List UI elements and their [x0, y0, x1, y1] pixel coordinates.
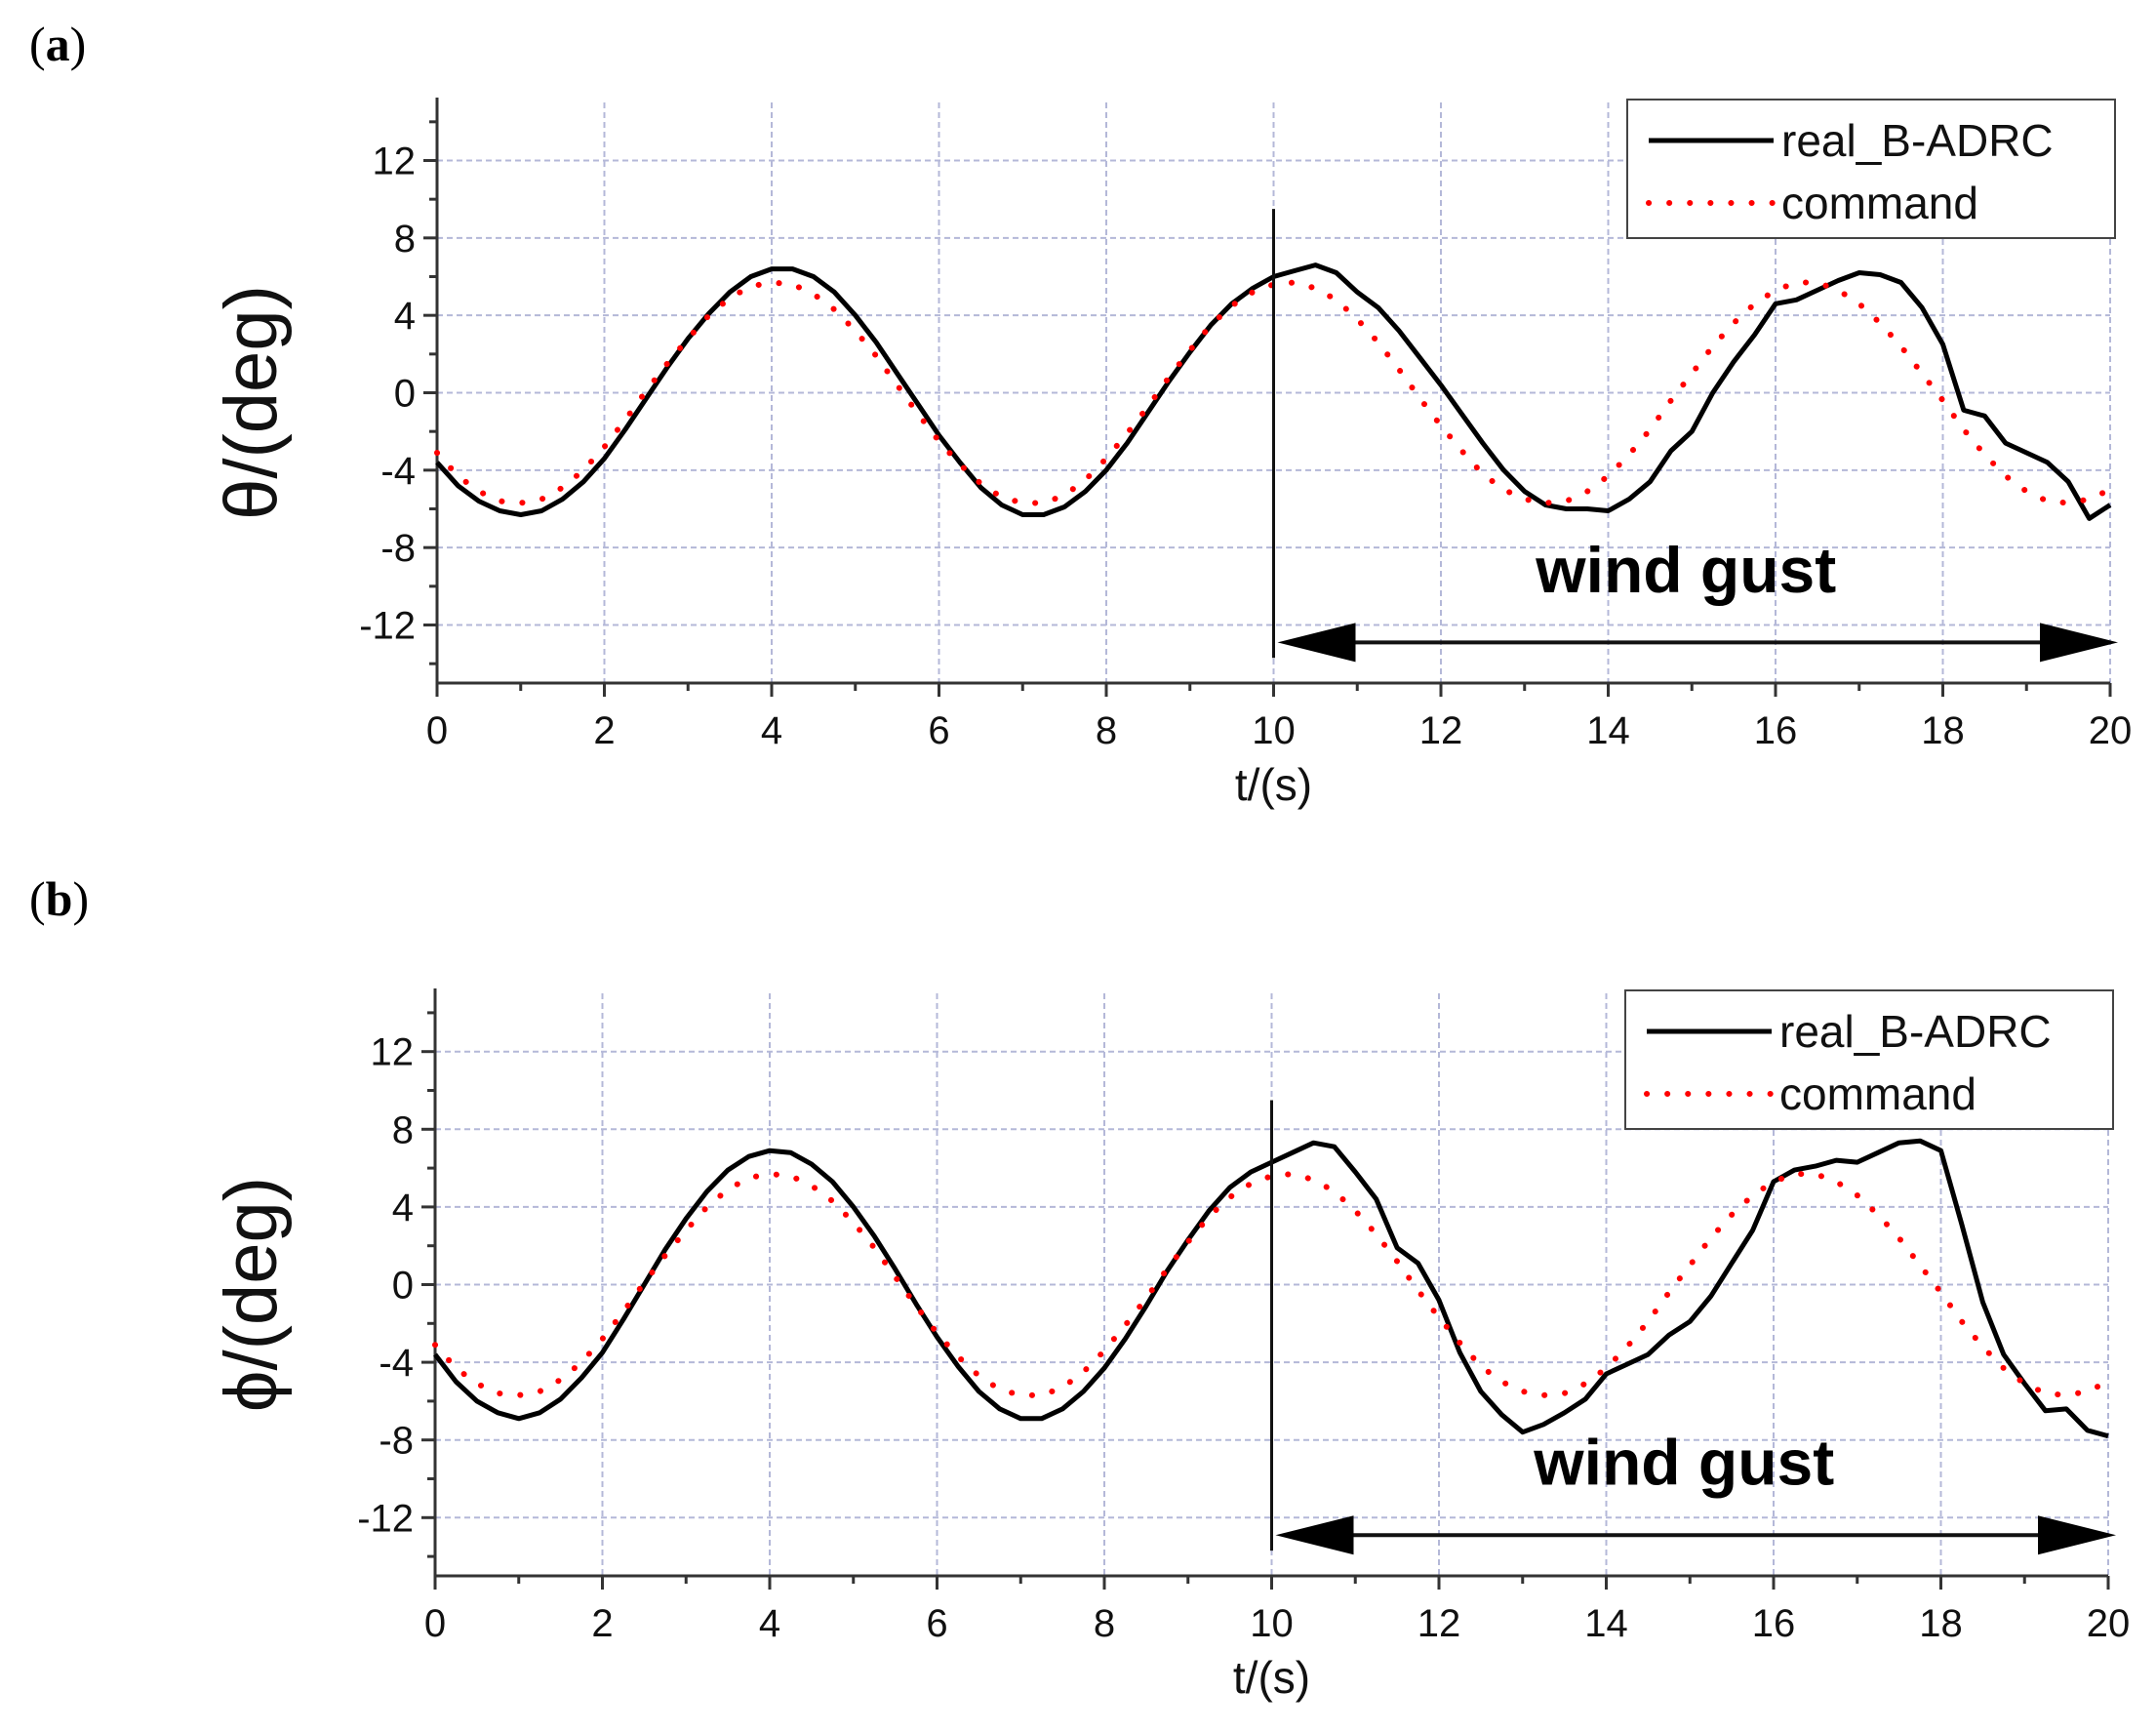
y-tick-label: 12 [373, 141, 417, 183]
y-axis-title: ϕ/(deg) [210, 1177, 293, 1412]
y-tick-label: 0 [392, 1265, 414, 1308]
wind-gust-label: wind gust [1535, 534, 1836, 606]
gust-arrow-right-head [2040, 623, 2118, 663]
x-tick-label: 0 [426, 709, 448, 752]
x-tick-label: 2 [593, 709, 615, 752]
x-axis-title: t/(s) [1233, 1652, 1310, 1703]
x-tick-label: 6 [928, 709, 949, 752]
y-tick-label: 4 [392, 1187, 414, 1229]
y-tick-label: -8 [380, 527, 416, 570]
y-tick-label: -4 [379, 1342, 414, 1385]
y-tick-label: 4 [394, 295, 416, 338]
x-tick-label: 12 [1417, 1602, 1461, 1645]
x-tick-label: 18 [1921, 709, 1965, 752]
legend-label-real: real_B-ADRC [1781, 115, 2054, 166]
x-tick-label: 10 [1250, 1602, 1294, 1645]
gust-arrow-left-head [1275, 1515, 1354, 1555]
x-tick-label: 4 [759, 1602, 780, 1645]
legend-label-command: command [1781, 178, 1978, 228]
x-tick-label: 2 [591, 1602, 613, 1645]
y-tick-label: -8 [379, 1420, 414, 1463]
y-tick-label: 8 [392, 1108, 414, 1151]
legend-box [1626, 99, 2116, 239]
x-axis-title: t/(s) [1235, 759, 1312, 810]
x-tick-label: 12 [1419, 709, 1463, 752]
y-tick-label: -12 [357, 1497, 414, 1540]
legend: real_B-ADRC command [1626, 99, 2116, 239]
gust-arrow-left-head [1277, 623, 1356, 663]
panel-b-label: (b) [29, 871, 89, 926]
x-tick-label: 0 [424, 1602, 446, 1645]
x-tick-label: 16 [1754, 709, 1798, 752]
gust-arrow-right-head [2038, 1515, 2116, 1555]
x-tick-label: 20 [2087, 1602, 2131, 1645]
y-tick-label: -12 [359, 605, 416, 648]
x-tick-label: 20 [2089, 709, 2133, 752]
y-tick-label: 12 [371, 1031, 415, 1074]
x-tick-label: 8 [1094, 1602, 1115, 1645]
x-tick-label: 14 [1584, 1602, 1628, 1645]
panel-a: (a) 0 2 4 6 8 10 12 14 16 18 20 -12 -8 -4 0 4 8 12 wind g… [29, 17, 2132, 810]
x-tick-label: 10 [1252, 709, 1296, 752]
legend-label-real: real_B-ADRC [1779, 1006, 2052, 1057]
legend: real_B-ADRC command [1624, 989, 2114, 1130]
panel-a-label: (a) [29, 17, 86, 71]
y-tick-label: 8 [394, 218, 416, 261]
y-axis-title: θ/(deg) [210, 285, 293, 520]
panel-b: (b) 0 2 4 6 8 10 12 14 16 18 20 -12 -8 -4 0 4 8 12 wind g… [29, 871, 2130, 1703]
x-tick-label: 4 [761, 709, 782, 752]
wind-gust-label: wind gust [1533, 1426, 1834, 1498]
y-tick-label: -4 [380, 450, 416, 493]
x-tick-label: 8 [1096, 709, 1117, 752]
legend-box [1624, 989, 2114, 1130]
x-tick-label: 16 [1752, 1602, 1796, 1645]
y-tick-label: 0 [394, 373, 416, 416]
x-tick-label: 14 [1586, 709, 1630, 752]
x-tick-label: 18 [1919, 1602, 1963, 1645]
legend-label-command: command [1779, 1068, 1976, 1119]
x-tick-label: 6 [926, 1602, 947, 1645]
